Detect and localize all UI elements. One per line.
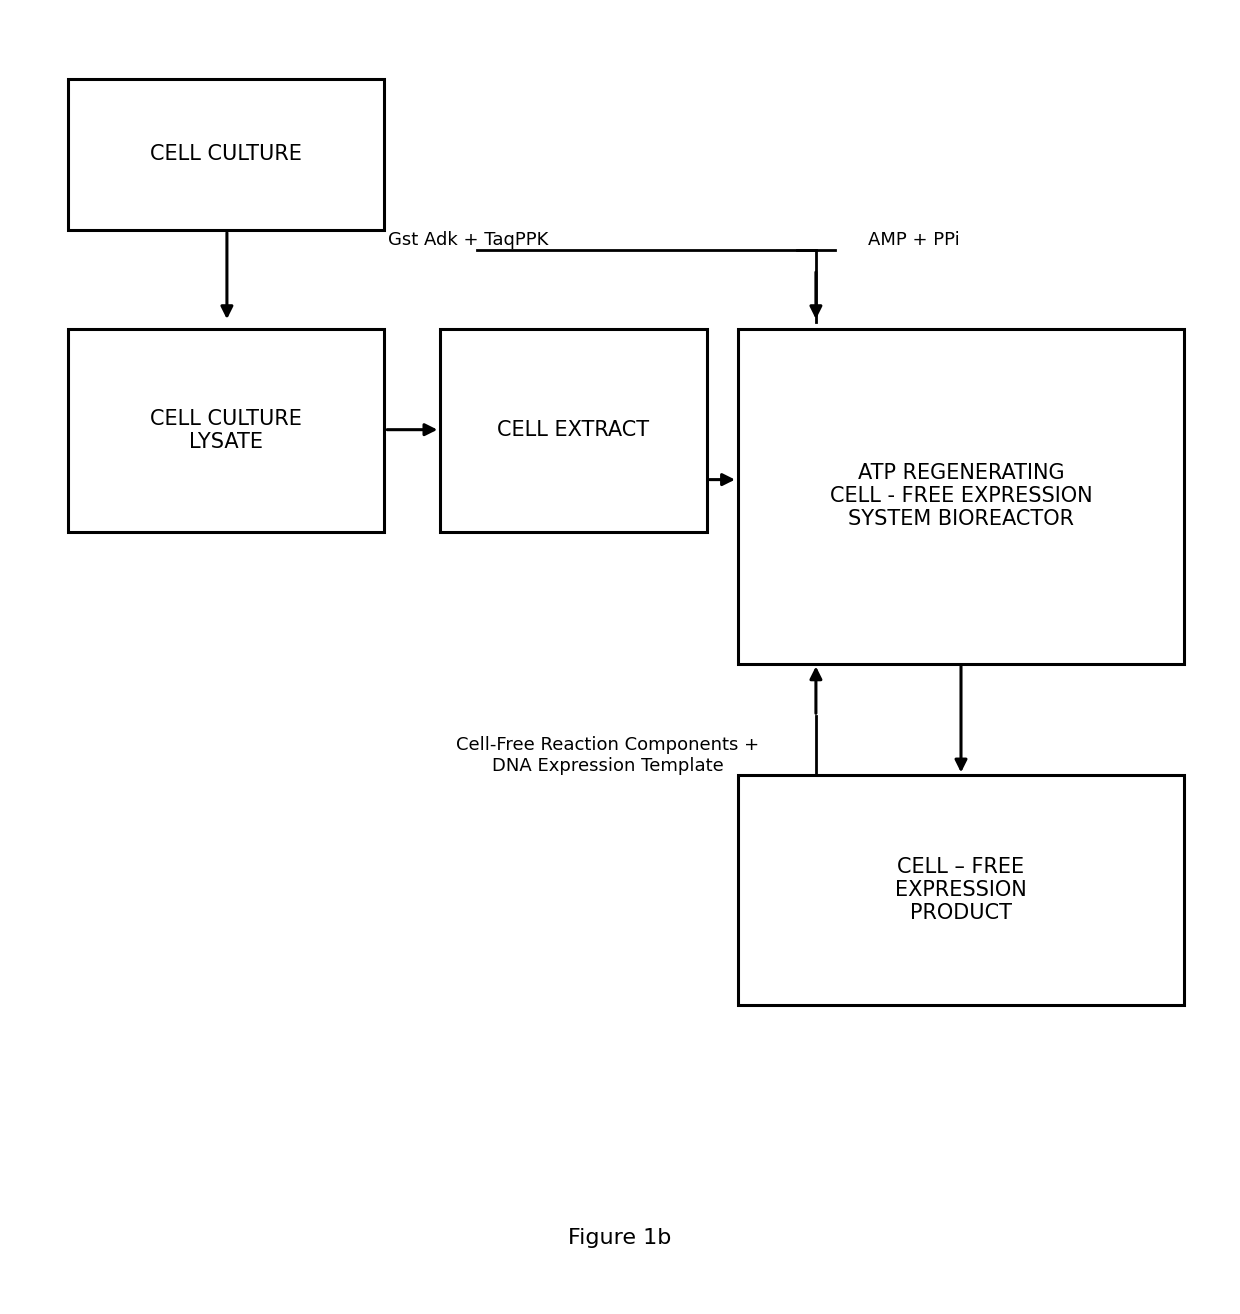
FancyBboxPatch shape <box>68 79 384 230</box>
Text: AMP + PPi: AMP + PPi <box>868 231 960 250</box>
Text: CELL – FREE
EXPRESSION
PRODUCT: CELL – FREE EXPRESSION PRODUCT <box>895 857 1027 924</box>
Text: CELL CULTURE
LYSATE: CELL CULTURE LYSATE <box>150 409 303 452</box>
Text: CELL EXTRACT: CELL EXTRACT <box>497 420 650 440</box>
Text: ATP REGENERATING
CELL - FREE EXPRESSION
SYSTEM BIOREACTOR: ATP REGENERATING CELL - FREE EXPRESSION … <box>830 463 1092 530</box>
FancyBboxPatch shape <box>68 328 384 532</box>
FancyBboxPatch shape <box>440 328 707 532</box>
Text: Cell-Free Reaction Components +
DNA Expression Template: Cell-Free Reaction Components + DNA Expr… <box>456 736 759 775</box>
FancyBboxPatch shape <box>738 775 1184 1005</box>
Text: Gst Adk + TaqPPK: Gst Adk + TaqPPK <box>388 231 548 250</box>
Text: Figure 1b: Figure 1b <box>568 1227 672 1248</box>
Text: CELL CULTURE: CELL CULTURE <box>150 145 303 164</box>
FancyBboxPatch shape <box>738 328 1184 664</box>
